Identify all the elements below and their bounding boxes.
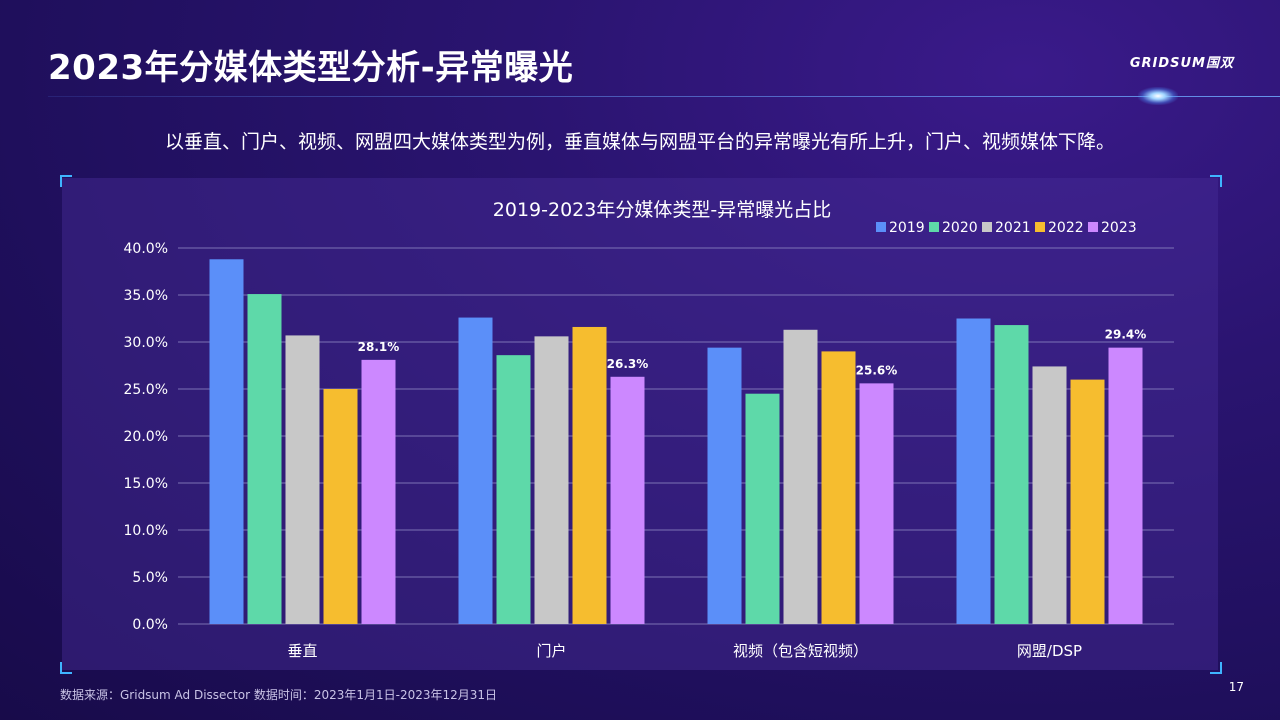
light-glow-decoration: [1138, 87, 1178, 105]
y-tick-label: 30.0%: [124, 335, 168, 351]
panel-corner-bottom-right: [1210, 662, 1222, 674]
data-label: 25.6%: [856, 363, 898, 377]
y-tick-label: 5.0%: [132, 570, 168, 586]
page-number: 17: [1228, 680, 1244, 694]
y-tick-label: 40.0%: [124, 241, 168, 257]
bar-2023: [361, 359, 396, 624]
legend-swatch-2022: [1035, 222, 1045, 232]
bar-2021: [1032, 366, 1067, 624]
bar-2023: [859, 383, 894, 624]
legend-swatch-2020: [929, 222, 939, 232]
panel-corner-bottom-left: [60, 662, 72, 674]
x-category-label: 门户: [536, 642, 566, 660]
y-tick-label: 35.0%: [124, 288, 168, 304]
legend-swatch-2021: [982, 222, 992, 232]
bar-2019: [458, 317, 493, 624]
bar-2021: [285, 335, 320, 624]
x-category-label: 网盟/DSP: [1017, 642, 1082, 660]
data-label: 26.3%: [607, 357, 649, 371]
page-subtitle: 以垂直、门户、视频、网盟四大媒体类型为例，垂直媒体与网盟平台的异常曝光有所上升，…: [164, 131, 1115, 153]
x-category-label: 视频（包含短视频）: [733, 642, 868, 660]
y-tick-label: 0.0%: [132, 617, 168, 633]
bar-2019: [707, 347, 742, 624]
x-category-label: 垂直: [287, 642, 317, 660]
bar-2022: [572, 326, 607, 624]
data-label: 28.1%: [358, 340, 400, 354]
bar-2020: [994, 325, 1029, 624]
bar-2022: [821, 351, 856, 624]
page-title: 2023年分媒体类型分析-异常曝光: [48, 48, 574, 88]
y-tick-label: 15.0%: [124, 476, 168, 492]
panel-corner-top-right: [1210, 175, 1222, 187]
legend-label-2021: 2021: [995, 220, 1031, 236]
bar-2021: [534, 336, 569, 624]
y-tick-label: 10.0%: [124, 523, 168, 539]
panel-corner-top-left: [60, 175, 72, 187]
bar-2022: [323, 389, 358, 624]
legend-label-2022: 2022: [1048, 220, 1084, 236]
bar-2019: [956, 318, 991, 624]
bar-2020: [496, 355, 531, 624]
bar-2023: [1108, 347, 1143, 624]
data-label: 29.4%: [1105, 328, 1147, 342]
brand-logo: GRIDSUM国双: [1129, 56, 1234, 71]
legend-label-2020: 2020: [942, 220, 978, 236]
legend-label-2023: 2023: [1101, 220, 1137, 236]
bar-2023: [610, 376, 645, 624]
legend-swatch-2023: [1088, 222, 1098, 232]
y-tick-label: 20.0%: [124, 429, 168, 445]
bar-2020: [247, 294, 282, 624]
y-tick-label: 25.0%: [124, 382, 168, 398]
chart-title: 2019-2023年分媒体类型-异常曝光占比: [493, 199, 831, 221]
bar-2021: [783, 329, 818, 624]
header-divider: [48, 96, 1280, 97]
bar-2019: [209, 259, 244, 624]
legend-label-2019: 2019: [889, 220, 925, 236]
legend-swatch-2019: [876, 222, 886, 232]
data-source-note: 数据来源：Gridsum Ad Dissector 数据时间：2023年1月1日…: [60, 688, 498, 702]
bar-2022: [1070, 379, 1105, 624]
bar-2020: [745, 393, 780, 624]
